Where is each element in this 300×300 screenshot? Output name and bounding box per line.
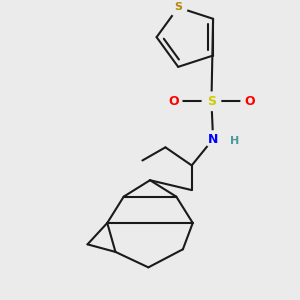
Text: S: S <box>207 95 216 108</box>
Text: H: H <box>230 136 239 146</box>
Circle shape <box>202 92 221 110</box>
Text: N: N <box>208 133 218 146</box>
Text: O: O <box>244 95 255 108</box>
Text: S: S <box>174 2 182 12</box>
Circle shape <box>165 93 182 110</box>
Circle shape <box>169 0 187 16</box>
Circle shape <box>241 93 257 110</box>
Circle shape <box>205 131 221 147</box>
Text: O: O <box>168 95 179 108</box>
